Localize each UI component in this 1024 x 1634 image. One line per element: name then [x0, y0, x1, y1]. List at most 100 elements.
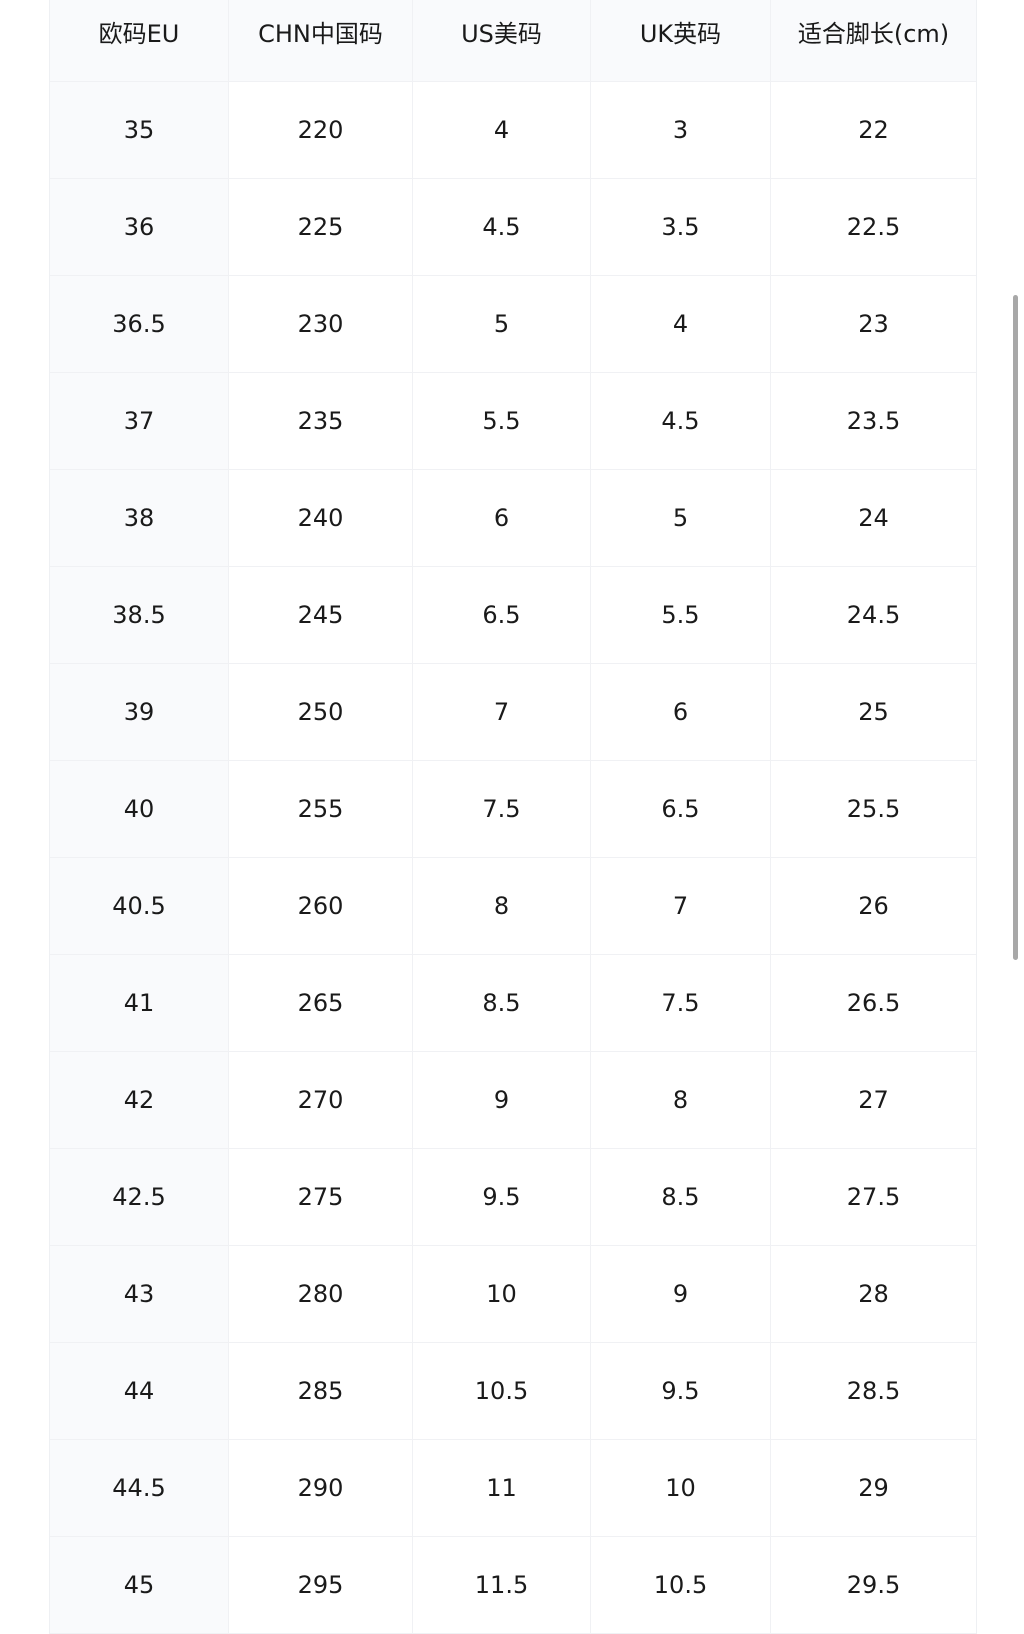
table-header-row: 欧码EU CHN中国码 US美码 UK英码 适合脚长(cm): [50, 0, 976, 82]
cell-chn: 240: [229, 470, 413, 566]
cell-chn: 235: [229, 373, 413, 469]
cell-eu: 37: [50, 373, 229, 469]
cell-us: 8.5: [413, 955, 591, 1051]
cell-uk: 5: [591, 470, 771, 566]
cell-foot-length: 27.5: [846, 1183, 901, 1211]
cell-us: 6.5: [413, 567, 591, 663]
cell-foot-length: 29.5: [846, 1571, 901, 1599]
table-row: 41 265 8.5 7.5 26.5: [50, 955, 976, 1052]
header-us: US美码: [413, 0, 591, 81]
cell-chn: 220: [229, 82, 413, 178]
cell-uk: 5.5: [591, 567, 771, 663]
cell-foot-length: 25: [858, 698, 889, 726]
cell-uk: 4: [591, 276, 771, 372]
table-row: 44.5 290 11 10 29: [50, 1440, 976, 1537]
cell-eu: 35: [50, 82, 229, 178]
cell-chn: 250: [229, 664, 413, 760]
cell-us: 9: [413, 1052, 591, 1148]
cell-eu: 44.5: [50, 1440, 229, 1536]
cell-uk: 7: [591, 858, 771, 954]
cell-us: 11.5: [413, 1537, 591, 1633]
table-row: 38 240 6 5 24: [50, 470, 976, 567]
cell-foot-length: 25.5: [846, 795, 901, 823]
cell-foot-length: 26: [858, 892, 889, 920]
cell-eu: 42: [50, 1052, 229, 1148]
cell-eu: 36: [50, 179, 229, 275]
cell-chn: 295: [229, 1537, 413, 1633]
table-row: 45 295 11.5 10.5 29.5: [50, 1537, 976, 1634]
cell-uk: 8: [591, 1052, 771, 1148]
cell-us: 6: [413, 470, 591, 566]
table-row: 39 250 7 6 25: [50, 664, 976, 761]
cell-eu: 44: [50, 1343, 229, 1439]
table-row: 42 270 9 8 27: [50, 1052, 976, 1149]
table-body: 35 220 4 3 22 36 225 4.5 3.5 22.5 36.5 230 5 4 23 37 235…: [50, 82, 976, 1634]
cell-uk: 3: [591, 82, 771, 178]
table-row: 42.5 275 9.5 8.5 27.5: [50, 1149, 976, 1246]
cell-eu: 40: [50, 761, 229, 857]
cell-uk: 4.5: [591, 373, 771, 469]
cell-us: 11: [413, 1440, 591, 1536]
cell-foot-length: 29: [858, 1474, 889, 1502]
cell-eu: 45: [50, 1537, 229, 1633]
cell-us: 9.5: [413, 1149, 591, 1245]
cell-eu: 41: [50, 955, 229, 1051]
cell-chn: 230: [229, 276, 413, 372]
cell-us: 7: [413, 664, 591, 760]
header-foot-length: 适合脚长(cm): [797, 20, 950, 48]
scrollbar[interactable]: [1013, 295, 1018, 960]
cell-chn: 270: [229, 1052, 413, 1148]
cell-uk: 10: [591, 1440, 771, 1536]
cell-chn: 245: [229, 567, 413, 663]
header-eu: 欧码EU: [50, 0, 229, 81]
cell-eu: 36.5: [50, 276, 229, 372]
cell-us: 7.5: [413, 761, 591, 857]
cell-uk: 6: [591, 664, 771, 760]
cell-eu: 42.5: [50, 1149, 229, 1245]
cell-foot-length: 28.5: [846, 1377, 901, 1405]
cell-chn: 275: [229, 1149, 413, 1245]
table-row: 43 280 10 9 28: [50, 1246, 976, 1343]
cell-eu: 38.5: [50, 567, 229, 663]
cell-foot-length: 24: [858, 504, 889, 532]
cell-us: 5.5: [413, 373, 591, 469]
cell-chn: 285: [229, 1343, 413, 1439]
table-row: 36 225 4.5 3.5 22.5: [50, 179, 976, 276]
cell-foot-length: 23.5: [846, 407, 901, 435]
cell-uk: 9.5: [591, 1343, 771, 1439]
header-uk: UK英码: [591, 0, 771, 81]
cell-uk: 8.5: [591, 1149, 771, 1245]
cell-us: 5: [413, 276, 591, 372]
cell-eu: 43: [50, 1246, 229, 1342]
cell-foot-length: 27: [858, 1086, 889, 1114]
cell-foot-length: 24.5: [846, 601, 901, 629]
cell-uk: 3.5: [591, 179, 771, 275]
header-chn: CHN中国码: [229, 0, 413, 81]
cell-us: 4.5: [413, 179, 591, 275]
cell-us: 4: [413, 82, 591, 178]
table-row: 40 255 7.5 6.5 25.5: [50, 761, 976, 858]
table-row: 40.5 260 8 7 26: [50, 858, 976, 955]
size-chart-table: 欧码EU CHN中国码 US美码 UK英码 适合脚长(cm) 35 220 4 3 22…: [49, 0, 977, 1634]
table-row: 35 220 4 3 22: [50, 82, 976, 179]
cell-chn: 280: [229, 1246, 413, 1342]
cell-chn: 225: [229, 179, 413, 275]
cell-eu: 38: [50, 470, 229, 566]
cell-uk: 6.5: [591, 761, 771, 857]
table-row: 44 285 10.5 9.5 28.5: [50, 1343, 976, 1440]
table-row: 38.5 245 6.5 5.5 24.5: [50, 567, 976, 664]
cell-uk: 10.5: [591, 1537, 771, 1633]
cell-chn: 255: [229, 761, 413, 857]
table-row: 36.5 230 5 4 23: [50, 276, 976, 373]
cell-uk: 7.5: [591, 955, 771, 1051]
cell-chn: 265: [229, 955, 413, 1051]
cell-foot-length: 23: [858, 310, 889, 338]
cell-eu: 39: [50, 664, 229, 760]
cell-us: 10.5: [413, 1343, 591, 1439]
cell-uk: 9: [591, 1246, 771, 1342]
cell-us: 8: [413, 858, 591, 954]
cell-chn: 290: [229, 1440, 413, 1536]
cell-foot-length: 22.5: [846, 213, 901, 241]
cell-foot-length: 22: [858, 116, 889, 144]
cell-eu: 40.5: [50, 858, 229, 954]
